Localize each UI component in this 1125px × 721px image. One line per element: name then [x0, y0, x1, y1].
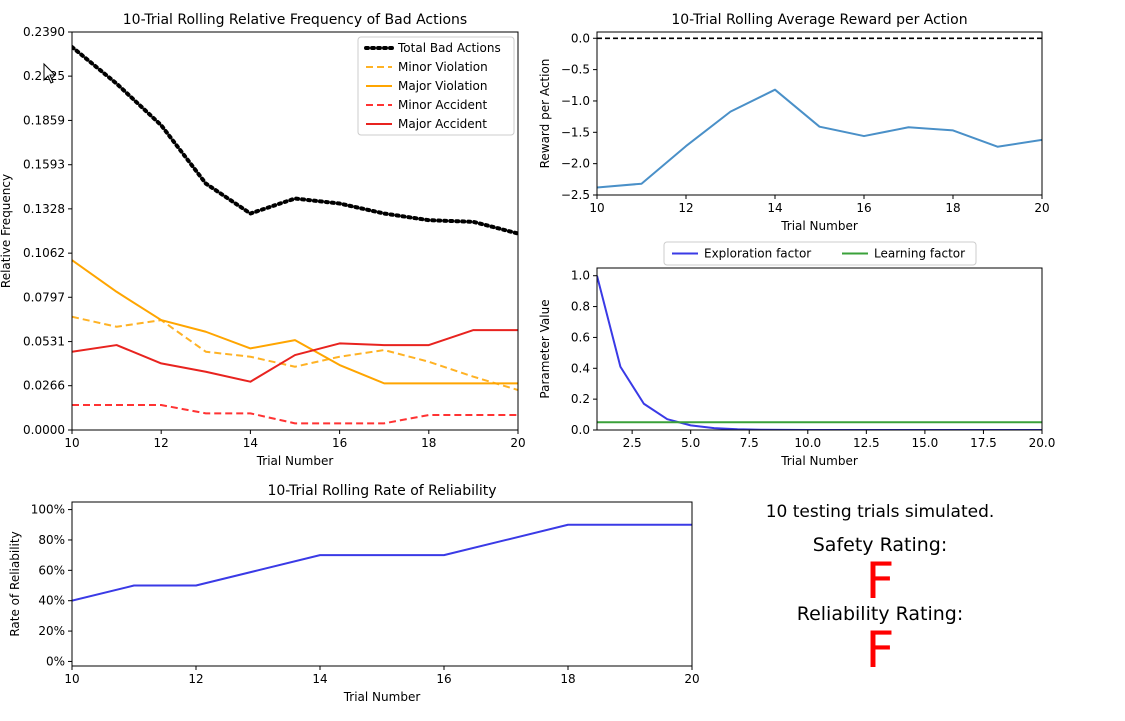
- y-tick-label: −1.5: [561, 125, 590, 139]
- x-tick-label: 16: [436, 672, 451, 686]
- chart-title: 10-Trial Rolling Average Reward per Acti…: [671, 12, 967, 28]
- x-tick-label: 2.5: [623, 436, 642, 450]
- chart-title: 10-Trial Rolling Relative Frequency of B…: [123, 12, 467, 28]
- chart-reliability: 10-Trial Rolling Rate of Reliability 10 12…: [8, 483, 700, 704]
- x-tick-label: 15.0: [912, 436, 939, 450]
- safety-rating-grade: F: [865, 552, 895, 610]
- series-line-major-violation: [72, 259, 518, 385]
- plot-frame: [71, 501, 693, 667]
- y-tick-label: 0.6: [571, 330, 590, 344]
- legend-box: [663, 241, 977, 266]
- x-tick-label: 20: [684, 672, 699, 686]
- chart-title: 10-Trial Rolling Rate of Reliability: [267, 483, 496, 499]
- y-tick-label: 0.0531: [23, 335, 65, 349]
- x-tick-label: 12.5: [853, 436, 880, 450]
- y-tick-label: 0.0266: [23, 379, 65, 393]
- y-tick-label: 0.4: [571, 361, 590, 375]
- legend: Exploration factor Learning factor: [663, 241, 977, 266]
- series-line-exploration-factor: [597, 275, 1042, 430]
- y-tick-label: 20%: [38, 624, 65, 638]
- chart-reward: 10-Trial Rolling Average Reward per Acti…: [538, 12, 1050, 233]
- y-tick-label: 40%: [38, 594, 65, 608]
- legend-label: Major Accident: [398, 117, 487, 131]
- x-tick-label: 5.0: [681, 436, 700, 450]
- series-line-minor-violation: [72, 315, 518, 391]
- reliability-rating-grade: F: [865, 621, 895, 679]
- y-tick-label: 0%: [46, 654, 65, 668]
- x-tick-label: 10: [64, 436, 79, 450]
- legend-label: Total Bad Actions: [397, 41, 501, 55]
- legend-label: Learning factor: [874, 247, 965, 261]
- y-axis-label: Rate of Reliability: [8, 531, 22, 636]
- y-tick-label: 0.8: [571, 300, 590, 314]
- y-axis-label: Reward per Action: [538, 59, 552, 169]
- x-tick-label: 14: [243, 436, 258, 450]
- series-line-major-accident: [72, 329, 518, 383]
- series-line-total-bad-actions: [72, 44, 518, 236]
- x-tick-label: 16: [332, 436, 347, 450]
- y-tick-label: 100%: [31, 503, 65, 517]
- y-tick-label: 0.0000: [23, 423, 65, 437]
- x-tick-label: 7.5: [740, 436, 759, 450]
- series-line-minor-accident: [72, 404, 518, 425]
- legend-box: [357, 36, 515, 136]
- plot-frame: [71, 31, 519, 431]
- legend: Total Bad Actions Minor Violation Major Vi…: [357, 36, 515, 136]
- y-tick-label: 0.0: [571, 423, 590, 437]
- x-tick-label: 17.5: [970, 436, 997, 450]
- y-tick-label: 0.1593: [23, 158, 65, 172]
- reliability-rating-label: Reliability Rating:: [796, 603, 964, 625]
- x-tick-label: 12: [154, 436, 169, 450]
- plot-frame: [596, 31, 1043, 196]
- y-tick-label: 1.0: [571, 269, 590, 283]
- series-line-0: [72, 523, 692, 602]
- y-tick-label: 0.1062: [23, 246, 65, 260]
- trials-simulated-text: 10 testing trials simulated.: [765, 502, 995, 522]
- x-axis-label: Trial Number: [343, 690, 421, 704]
- mouse-cursor-icon: [43, 62, 57, 84]
- x-tick-label: 10: [589, 201, 604, 215]
- y-tick-label: 0.1859: [23, 113, 65, 127]
- series-line-0: [597, 88, 1042, 189]
- x-axis-label: Trial Number: [256, 454, 334, 468]
- x-axis-label: Trial Number: [780, 219, 858, 233]
- x-tick-label: 20.0: [1029, 436, 1056, 450]
- x-tick-label: 14: [312, 672, 327, 686]
- x-tick-label: 20: [510, 436, 525, 450]
- y-tick-label: 0.1328: [23, 202, 65, 216]
- y-tick-label: 0.0797: [23, 290, 65, 304]
- y-tick-label: −2.5: [561, 188, 590, 202]
- x-tick-label: 12: [188, 672, 203, 686]
- x-tick-label: 18: [421, 436, 436, 450]
- y-axis-label: Relative Frequency: [0, 174, 13, 288]
- x-tick-label: 12: [678, 201, 693, 215]
- x-axis-label: Trial Number: [780, 454, 858, 468]
- legend-label: Major Violation: [398, 79, 487, 93]
- safety-rating-label: Safety Rating:: [812, 534, 948, 556]
- legend-label: Exploration factor: [704, 247, 811, 261]
- legend-label: Minor Violation: [398, 60, 488, 74]
- y-tick-label: −0.5: [561, 63, 590, 77]
- y-tick-label: −2.0: [561, 157, 590, 171]
- y-tick-label: 60%: [38, 563, 65, 577]
- y-tick-label: −1.0: [561, 94, 590, 108]
- y-tick-label: 0.2: [571, 392, 590, 406]
- y-tick-label: 80%: [38, 533, 65, 547]
- x-tick-label: 14: [767, 201, 782, 215]
- x-tick-label: 10: [64, 672, 79, 686]
- chart-bad: 10-Trial Rolling Relative Frequency of B…: [0, 12, 526, 468]
- x-tick-label: 18: [945, 201, 960, 215]
- y-tick-label: 0.0: [571, 31, 590, 45]
- x-tick-label: 10.0: [794, 436, 821, 450]
- legend-label: Minor Accident: [398, 98, 488, 112]
- x-tick-label: 16: [856, 201, 871, 215]
- y-axis-label: Parameter Value: [538, 299, 552, 398]
- chart-params: 2.5 5.0 7.5 10.0 12.5 15.0 17.5 20.0 0.0 0.2 0.4 0.…: [538, 241, 1056, 468]
- plot-frame: [596, 267, 1043, 431]
- x-tick-label: 20: [1034, 201, 1049, 215]
- y-tick-label: 0.2390: [23, 25, 65, 39]
- x-tick-label: 18: [560, 672, 575, 686]
